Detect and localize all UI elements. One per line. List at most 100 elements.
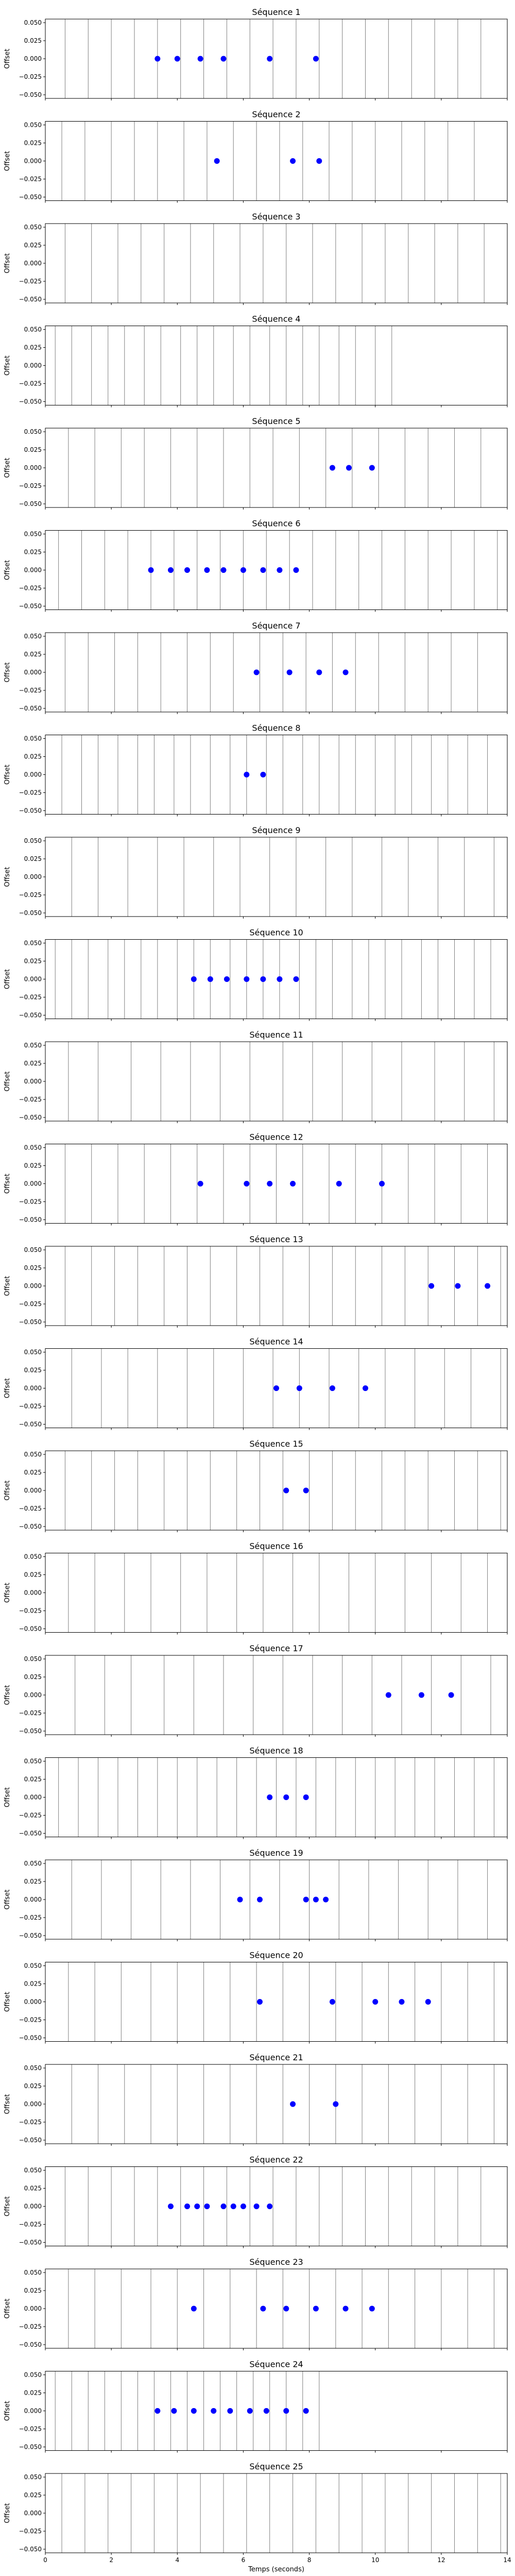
y-tick-label: 0.050 <box>24 1451 42 1458</box>
y-tick-label: 0.025 <box>24 140 42 147</box>
x-tick-label: 2 <box>109 2556 113 2564</box>
panel-10: Séquence 10 0.050 0.025 0.000 −0.025 −0.050 Of… <box>4 928 508 1021</box>
data-point <box>260 772 266 777</box>
y-tick-label: 0.025 <box>24 344 42 351</box>
plot-frame <box>45 1962 508 2042</box>
data-point <box>428 1283 435 1289</box>
panel-title: Séquence 16 <box>249 1541 303 1551</box>
data-point <box>204 2204 210 2209</box>
y-axis-label: Offset <box>4 1276 11 1296</box>
y-tick-label: −0.025 <box>19 482 42 489</box>
data-point <box>167 567 174 573</box>
y-tick-label: −0.050 <box>19 909 42 917</box>
y-axis-label: Offset <box>4 662 11 682</box>
data-point <box>303 1896 309 1903</box>
x-tick-label: 12 <box>437 2556 445 2564</box>
y-tick-label: 0.000 <box>24 2203 42 2210</box>
y-tick-label: −0.025 <box>19 2221 42 2228</box>
plot-frame <box>45 530 508 610</box>
y-axis-label: Offset <box>4 765 11 785</box>
y-tick-label: −0.025 <box>19 687 42 694</box>
panel-title: Séquence 6 <box>252 519 300 529</box>
y-tick-label: −0.025 <box>19 2119 42 2126</box>
data-point <box>346 465 352 471</box>
data-point <box>237 1896 243 1903</box>
y-tick-label: −0.050 <box>19 1625 42 1633</box>
y-tick-label: 0.000 <box>24 2408 42 2415</box>
y-tick-label: −0.025 <box>19 994 42 1001</box>
data-point <box>148 567 154 573</box>
data-point <box>455 1283 461 1289</box>
panel-title: Séquence 21 <box>249 2053 303 2062</box>
y-tick-label: −0.050 <box>19 1932 42 1939</box>
y-tick-label: 0.025 <box>24 958 42 965</box>
x-tick-label: 10 <box>371 2556 379 2564</box>
data-point <box>362 1385 368 1391</box>
data-point <box>329 1385 335 1391</box>
data-point <box>333 2101 339 2107</box>
panel-title: Séquence 3 <box>252 212 300 222</box>
y-tick-label: 0.050 <box>24 1553 42 1561</box>
plot-frame <box>45 2473 508 2553</box>
data-point <box>214 158 220 164</box>
panel-7: Séquence 7 0.050 0.025 0.000 −0.025 −0.050 Off… <box>4 621 508 714</box>
plot-frame <box>45 1859 508 1940</box>
y-tick-label: 0.050 <box>24 2167 42 2174</box>
data-point <box>184 567 191 573</box>
data-point <box>253 2204 260 2209</box>
panel-title: Séquence 25 <box>249 2462 303 2471</box>
data-point <box>329 465 335 471</box>
y-tick-label: 0.050 <box>24 2473 42 2481</box>
data-point <box>283 2306 289 2312</box>
y-tick-label: 0.000 <box>24 669 42 676</box>
y-tick-label: 0.000 <box>24 1180 42 1188</box>
y-axis-label: Offset <box>4 1174 11 1194</box>
y-tick-label: 0.050 <box>24 531 42 538</box>
data-point <box>336 1181 342 1187</box>
y-tick-label: −0.050 <box>19 705 42 712</box>
panel-14: Séquence 14 0.050 0.025 0.000 −0.025 −0.050 Of… <box>4 1337 508 1430</box>
y-tick-label: 0.050 <box>24 1758 42 1765</box>
y-tick-label: 0.025 <box>24 1571 42 1579</box>
data-point <box>369 465 375 471</box>
y-tick-label: 0.000 <box>24 1691 42 1699</box>
data-point <box>220 56 227 62</box>
panel-1: Séquence 1 0.050 0.025 0.000 −0.025 −0.050 Off… <box>4 7 508 100</box>
y-tick-label: −0.025 <box>19 1812 42 1819</box>
y-axis-label: Offset <box>4 1071 11 1091</box>
y-tick-label: −0.025 <box>19 1096 42 1103</box>
panel-title: Séquence 8 <box>252 723 300 733</box>
y-tick-label: 0.050 <box>24 940 42 947</box>
y-axis-label: Offset <box>4 2401 11 2421</box>
data-point <box>267 1794 273 1800</box>
y-tick-label: −0.050 <box>19 2444 42 2451</box>
data-point <box>194 2204 200 2209</box>
y-tick-label: 0.025 <box>24 1469 42 1476</box>
x-tick-label: 0 <box>43 2556 47 2564</box>
data-point <box>425 1999 431 2005</box>
plot-frame <box>45 2064 508 2144</box>
data-point <box>316 158 322 164</box>
panel-title: Séquence 24 <box>249 2360 303 2369</box>
panel-title: Séquence 4 <box>252 314 300 324</box>
y-tick-label: 0.000 <box>24 362 42 369</box>
data-point <box>220 2204 227 2209</box>
panel-18: Séquence 18 0.050 0.025 0.000 −0.025 −0.050 Of… <box>4 1746 508 1839</box>
y-tick-label: 0.050 <box>24 1349 42 1356</box>
y-tick-label: 0.025 <box>24 1878 42 1885</box>
panel-5: Séquence 5 0.050 0.025 0.000 −0.025 −0.050 Off… <box>4 416 508 510</box>
panel-title: Séquence 15 <box>249 1439 303 1449</box>
data-point <box>385 1692 391 1698</box>
data-point <box>342 2306 349 2312</box>
data-point <box>316 669 322 675</box>
plot-frame <box>45 428 508 508</box>
data-point <box>399 1999 405 2005</box>
y-tick-label: 0.025 <box>24 1060 42 1067</box>
y-tick-label: −0.050 <box>19 603 42 610</box>
y-axis-label: Offset <box>4 2094 11 2114</box>
data-point <box>240 567 246 573</box>
panel-title: Séquence 14 <box>249 1337 303 1347</box>
data-point <box>204 567 210 573</box>
y-tick-label: 0.025 <box>24 651 42 658</box>
